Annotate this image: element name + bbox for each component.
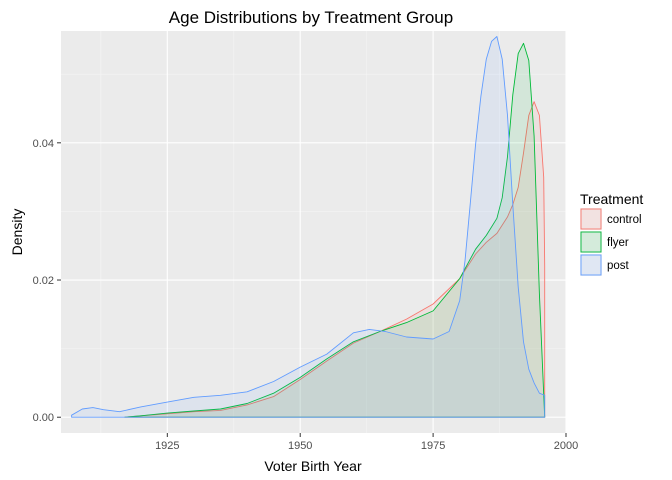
legend-label-control: control [607, 214, 642, 226]
x-axis: 1925 1950 1975 2000 [155, 433, 578, 452]
legend-item-post: post [580, 254, 630, 276]
legend-item-flyer: flyer [580, 231, 629, 253]
legend-key-bg [580, 208, 602, 230]
legend-key-bg [580, 254, 602, 276]
y-tick-label: 0.02 [33, 275, 54, 287]
legend-label-flyer: flyer [607, 237, 629, 249]
legend-key-flyer [580, 231, 602, 253]
series-post [71, 36, 546, 418]
y-tick-label: 0.00 [33, 412, 54, 424]
x-tick-label: 1975 [421, 440, 445, 452]
x-tick-label: 2000 [554, 440, 578, 452]
minor-gridlines [61, 31, 566, 433]
density-area-post [71, 36, 546, 418]
legend-key-bg [580, 231, 602, 253]
chart-title: Age Distributions by Treatment Group [169, 8, 453, 27]
density-series [71, 36, 546, 418]
x-axis-title: Voter Birth Year [264, 458, 362, 474]
legend-label-post: post [607, 260, 630, 272]
density-area-flyer [124, 42, 546, 418]
y-tick-label: 0.04 [33, 138, 54, 150]
legend-item-control: control [580, 208, 642, 230]
x-tick-label: 1925 [155, 440, 179, 452]
plot-panel [61, 31, 566, 433]
legend: Treatment control flyer post [580, 191, 643, 276]
density-area-control [124, 101, 546, 418]
series-control [124, 101, 546, 418]
x-tick-label: 1950 [288, 440, 312, 452]
y-axis: 0.00 0.02 0.04 [33, 138, 61, 424]
legend-key-control [580, 208, 602, 230]
y-axis-title: Density [9, 209, 25, 256]
legend-key-post [580, 254, 602, 276]
series-flyer [124, 42, 546, 418]
legend-title: Treatment [580, 191, 643, 207]
